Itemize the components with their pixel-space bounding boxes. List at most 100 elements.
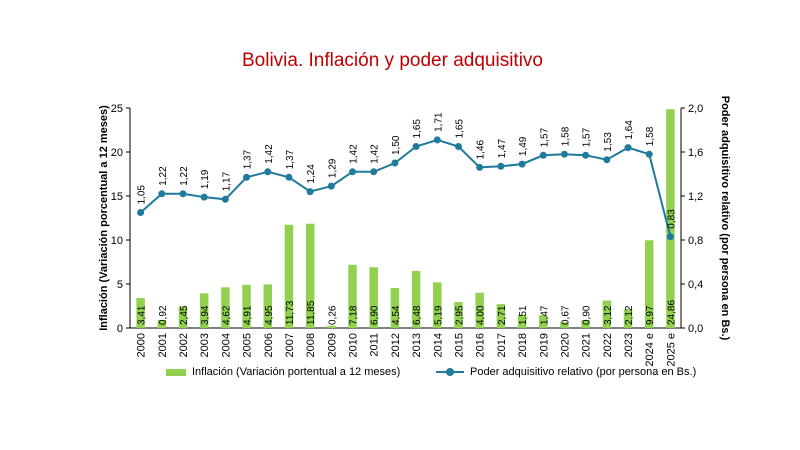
purchasing-power-label: 1,24 xyxy=(306,164,317,184)
x-tick-label: 2019 xyxy=(538,333,550,357)
x-tick-label: 2007 xyxy=(284,333,296,357)
y-axis-title-right: Poder adquisitivo relativo (por persona … xyxy=(719,96,731,341)
inflation-bar xyxy=(581,320,590,328)
y-tick-label-left: 5 xyxy=(117,279,123,291)
legend-item-purchasing-power: Poder adquisitivo relativo (por persona … xyxy=(436,366,696,378)
legend: Inflación (Variación portentual a 12 mes… xyxy=(166,366,726,382)
legend-label-inflation: Inflación (Variación portentual a 12 mes… xyxy=(192,366,401,378)
purchasing-power-label: 1,22 xyxy=(158,166,169,186)
purchasing-power-label: 1,49 xyxy=(518,136,529,156)
y-tick-label-left: 0 xyxy=(117,323,123,335)
x-tick-label: 2000 xyxy=(136,333,148,357)
inflation-bar xyxy=(242,284,251,328)
purchasing-power-label: 1,57 xyxy=(539,127,550,147)
inflation-bar-label: 2,95 xyxy=(454,305,465,325)
legend-item-inflation: Inflación (Variación portentual a 12 mes… xyxy=(166,366,400,378)
inflation-bar-label: 4,54 xyxy=(391,305,402,325)
purchasing-power-point xyxy=(582,151,590,159)
purchasing-power-point xyxy=(560,150,568,158)
x-tick-label: 2002 xyxy=(178,333,190,357)
inflation-bar xyxy=(369,267,378,328)
purchasing-power-point xyxy=(645,150,653,158)
inflation-bar-label: 2,45 xyxy=(179,305,190,325)
y-tick-label-left: 20 xyxy=(111,147,123,159)
purchasing-power-point xyxy=(306,188,314,196)
inflation-bar xyxy=(157,319,167,328)
purchasing-power-label: 1,17 xyxy=(221,171,232,191)
x-tick-label: 2003 xyxy=(199,333,211,357)
x-tick-label: 2012 xyxy=(390,333,402,357)
x-tick-label: 2015 xyxy=(453,333,465,357)
inflation-bar xyxy=(390,288,400,328)
x-tick-label: 2005 xyxy=(242,333,254,357)
purchasing-power-point xyxy=(518,160,526,168)
purchasing-power-label: 1,58 xyxy=(560,126,571,146)
inflation-bar-label: 9,97 xyxy=(645,305,656,325)
purchasing-power-label: 1,42 xyxy=(349,144,360,164)
purchasing-power-label: 1,19 xyxy=(200,169,211,189)
inflation-bar xyxy=(178,306,188,328)
x-tick-label: 2010 xyxy=(348,333,360,357)
x-tick-label: 2014 xyxy=(432,333,444,357)
purchasing-power-label: 0,83 xyxy=(666,209,677,229)
purchasing-power-point xyxy=(497,162,505,170)
inflation-bar xyxy=(136,297,145,328)
purchasing-power-label: 1,37 xyxy=(243,149,254,169)
purchasing-power-point xyxy=(476,163,484,171)
purchasing-power-label: 1,46 xyxy=(476,139,487,159)
x-tick-label: 2016 xyxy=(475,333,487,357)
inflation-bar xyxy=(560,322,569,328)
purchasing-power-label: 1,05 xyxy=(137,185,148,205)
inflation-bar-label: 4,62 xyxy=(221,305,232,325)
inflation-bar-label: 11,73 xyxy=(285,300,296,325)
y-tick-label-right: 0,4 xyxy=(688,279,703,291)
x-tick-label: 2018 xyxy=(517,333,529,357)
legend-line-swatch xyxy=(436,367,464,377)
x-tick-label: 2008 xyxy=(305,333,317,357)
inflation-bar xyxy=(602,300,612,328)
inflation-bar-label: 1,47 xyxy=(539,305,550,325)
purchasing-power-point xyxy=(349,168,357,176)
x-tick-label: 2022 xyxy=(602,333,614,357)
inflation-bar-label: 0,90 xyxy=(582,305,593,325)
inflation-bar xyxy=(539,315,548,328)
inflation-bar xyxy=(454,302,463,328)
purchasing-power-label: 1,57 xyxy=(582,127,593,147)
purchasing-power-point xyxy=(243,173,251,181)
inflation-bar-label: 0,26 xyxy=(327,305,338,325)
purchasing-power-label: 1,64 xyxy=(624,120,635,140)
inflation-bar xyxy=(327,325,336,328)
x-tick-label: 2020 xyxy=(559,333,571,357)
x-tick-label: 2021 xyxy=(581,333,593,357)
y-tick-label-left: 25 xyxy=(111,103,123,115)
inflation-bar-label: 2,71 xyxy=(497,305,508,325)
purchasing-power-point xyxy=(179,190,187,198)
purchasing-power-line xyxy=(139,138,672,237)
y-tick-label-right: 1,2 xyxy=(688,191,703,203)
inflation-bar-label: 4,00 xyxy=(476,305,487,325)
purchasing-power-label: 1,65 xyxy=(454,119,465,139)
x-tick-label: 2023 xyxy=(623,333,635,357)
y-tick-label-left: 15 xyxy=(111,191,123,203)
purchasing-power-point xyxy=(327,182,335,190)
inflation-bar-label: 4,91 xyxy=(243,305,254,325)
inflation-bar xyxy=(475,292,484,328)
x-tick-label: 2013 xyxy=(411,333,423,357)
inflation-bar-label: 11,85 xyxy=(306,300,317,325)
purchasing-power-label: 1,65 xyxy=(412,119,423,139)
purchasing-power-point xyxy=(603,156,611,164)
inflation-bar-label: 7,18 xyxy=(349,305,360,325)
y-tick-label-right: 2,0 xyxy=(688,103,703,115)
purchasing-power-label: 1,58 xyxy=(645,126,656,146)
inflation-bar-label: 3,94 xyxy=(200,305,211,325)
purchasing-power-point xyxy=(285,173,293,181)
purchasing-power-label: 1,42 xyxy=(264,144,275,164)
inflation-bar xyxy=(284,224,294,328)
inflation-bar xyxy=(199,293,209,328)
purchasing-power-point xyxy=(221,195,229,203)
inflation-bar-label: 24,86 xyxy=(666,300,677,325)
inflation-bar xyxy=(411,270,421,328)
inflation-bar xyxy=(221,287,230,328)
inflation-bar xyxy=(517,314,527,328)
